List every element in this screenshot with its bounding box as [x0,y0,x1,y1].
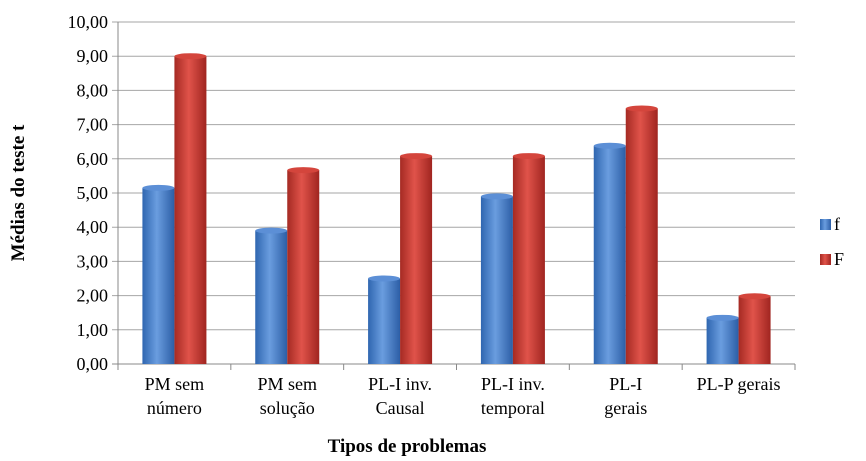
y-tick-label: 10,00 [68,12,109,32]
bar-F-5 [738,296,771,364]
x-category-label: gerais [604,398,647,418]
bars [142,53,771,364]
bar-f-5 [706,317,739,364]
x-category-label: temporal [481,398,545,418]
bar-F-1 [287,170,320,364]
legend-swatch-f [820,219,831,230]
y-tick-label: 1,00 [77,320,109,340]
bar-top-f-3 [480,193,513,200]
y-tick-label: 9,00 [77,46,109,66]
bar-f-2 [368,278,401,364]
x-category-label: PM sem [145,374,205,394]
x-category-label: PL-P gerais [697,374,781,394]
y-tick-label: 8,00 [77,80,109,100]
bar-top-F-5 [738,293,771,300]
bar-top-f-1 [255,227,288,234]
bar-top-f-5 [706,314,739,321]
x-category-label: Causal [376,398,425,418]
bar-f-3 [480,196,513,364]
legend-label-f: f [834,214,840,234]
y-tick-labels: 0,00 1,00 2,00 3,00 4,00 5,00 6,00 7,00 8,00 9,00… [68,12,109,374]
y-tick-label: 3,00 [77,251,109,271]
y-tick-label: 2,00 [77,286,109,306]
bar-f-0 [142,187,175,364]
bar-F-4 [625,108,658,364]
bar-top-f-2 [368,275,401,282]
bar-f-1 [255,230,288,364]
y-tick-label: 7,00 [77,115,109,135]
bar-F-2 [400,156,433,364]
bar-top-F-2 [400,153,433,160]
x-category-label: número [147,398,202,418]
x-category-label: solução [260,398,315,418]
x-category-label: PL-I inv. [368,374,432,394]
bar-F-0 [174,56,207,364]
bar-F-3 [512,156,545,364]
x-category-labels: PM sem número PM sem solução PL-I inv. Causal… [145,374,781,418]
y-tick-label: 4,00 [77,217,109,237]
legend-label-F: F [834,249,844,269]
bar-top-F-0 [174,53,207,60]
bar-top-F-1 [287,167,320,174]
x-category-label: PL-I inv. [481,374,545,394]
y-tick-label: 6,00 [77,149,109,169]
bar-f-4 [593,145,626,364]
x-axis-title: Tipos de problemas [328,436,487,457]
bar-top-f-0 [142,184,175,191]
x-category-label: PM sem [257,374,317,394]
y-tick-label: 0,00 [77,354,109,374]
y-tick-label: 5,00 [77,183,109,203]
legend-swatch-F [820,254,831,265]
bar-top-F-3 [512,153,545,160]
bar-top-f-4 [593,142,626,149]
x-category-label: PL-I [609,374,642,394]
legend: fF [820,214,844,269]
gridlines [112,21,796,370]
y-axis-title: Médias do teste t [8,124,29,261]
bar-top-F-4 [625,105,658,112]
